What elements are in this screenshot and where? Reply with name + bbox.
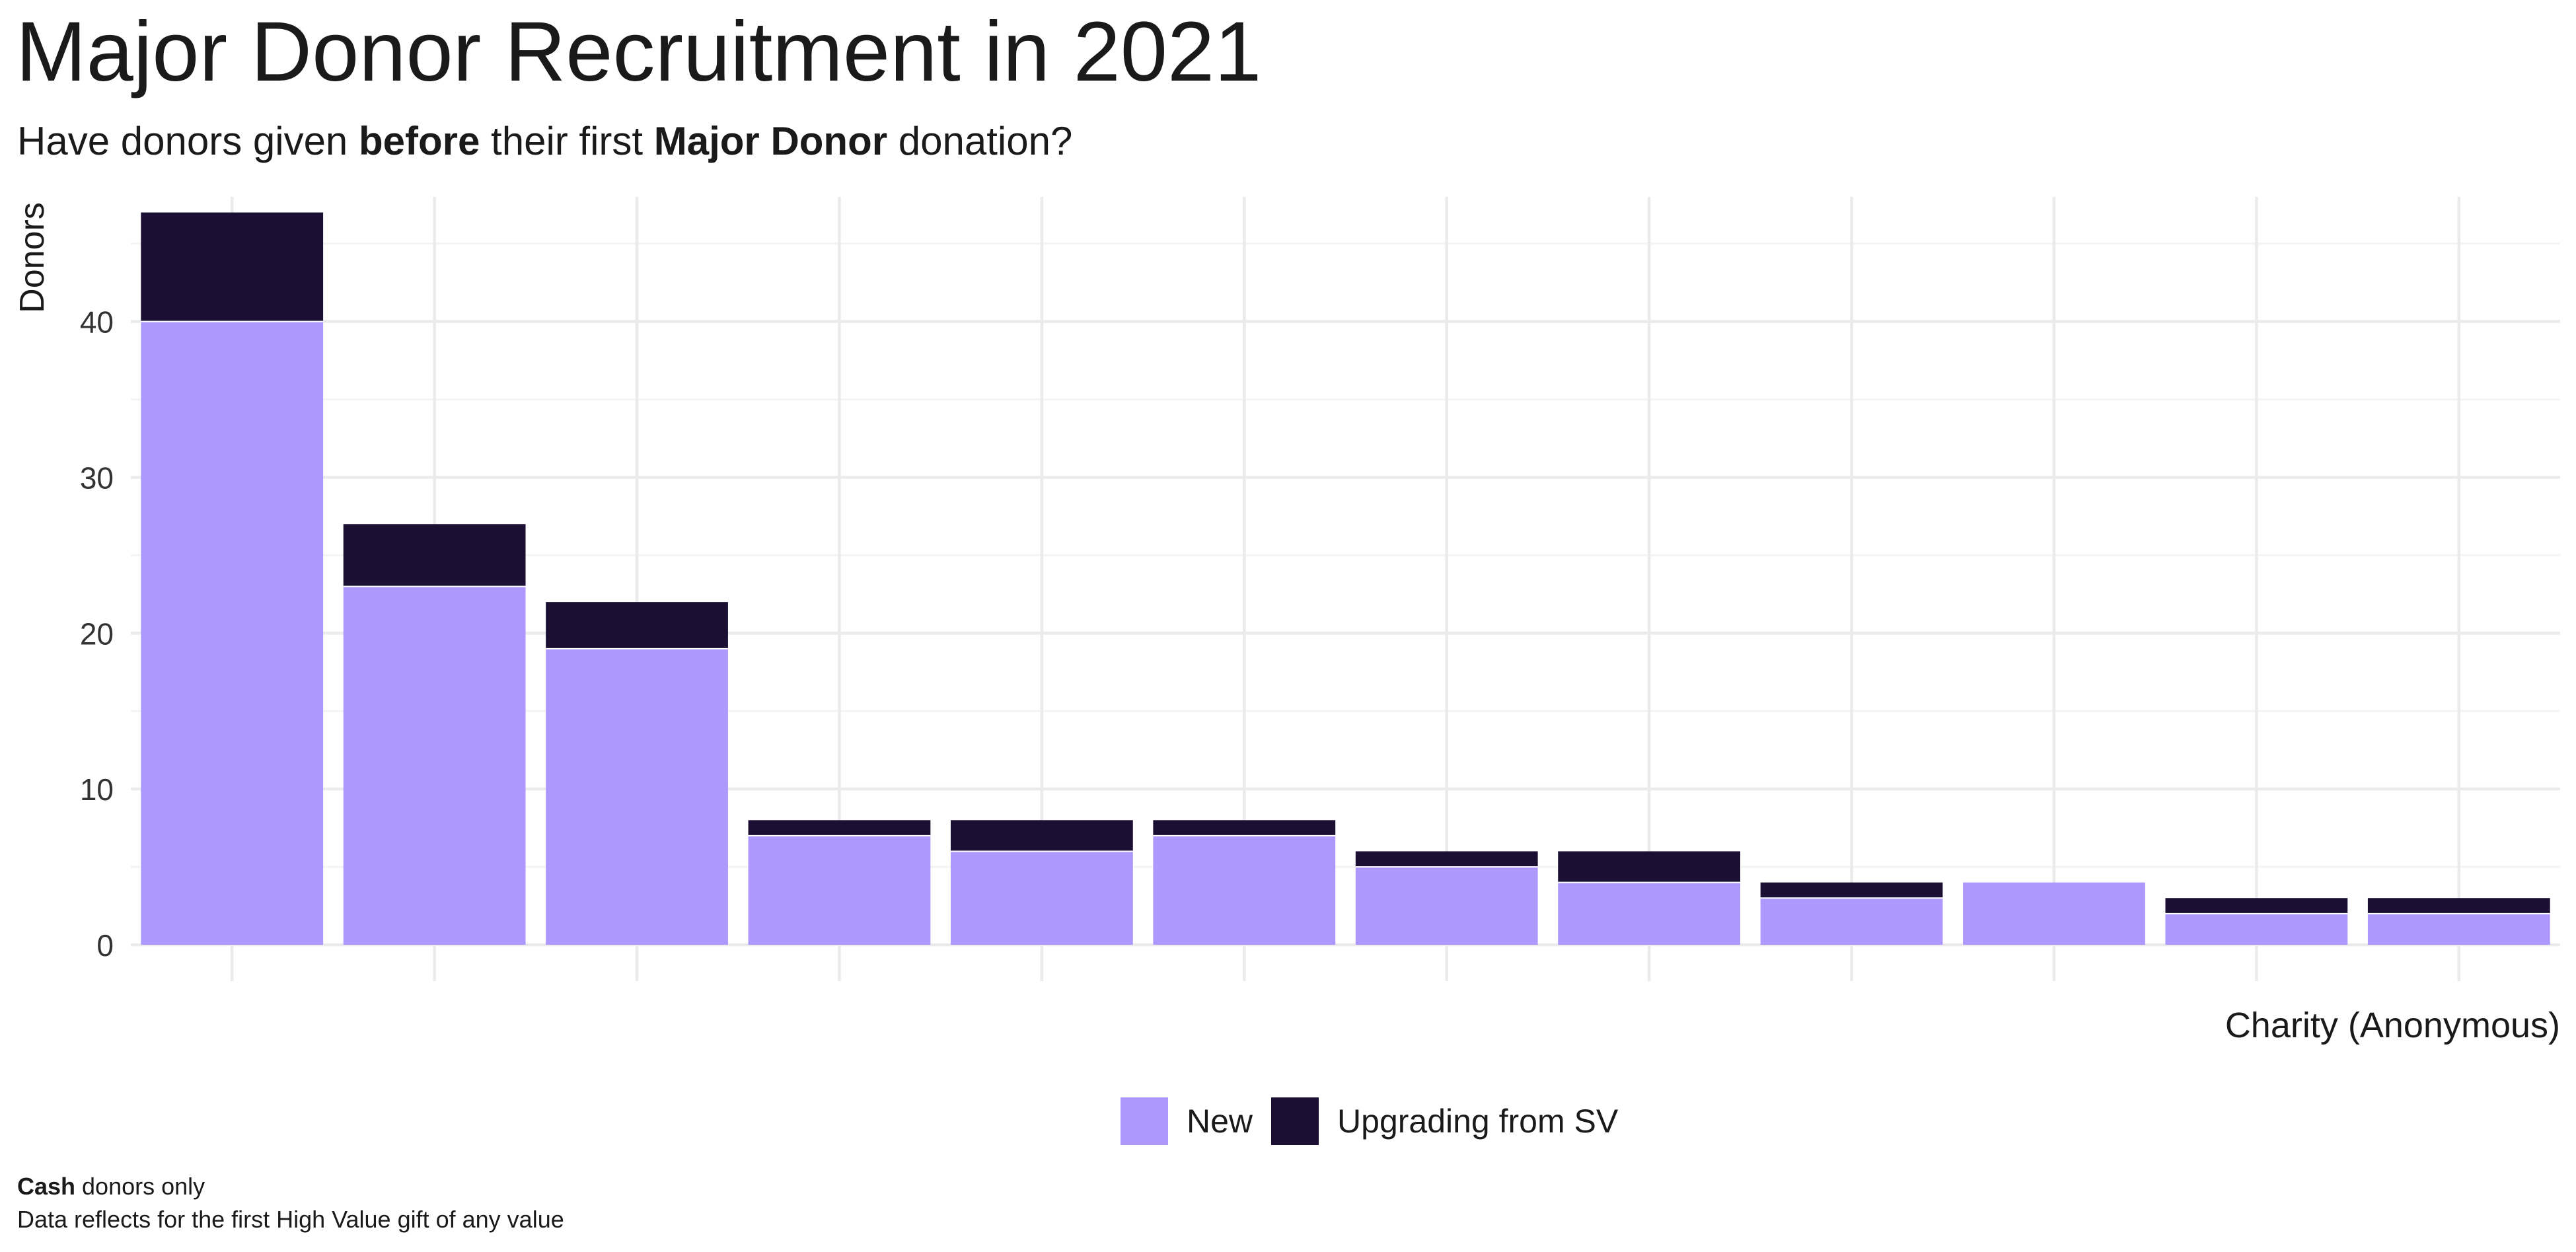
bar-new	[546, 648, 728, 945]
y-tick-label: 30	[80, 461, 114, 496]
bar-upgrading	[1355, 851, 1538, 867]
bar-upgrading	[343, 524, 526, 587]
bars-layer	[141, 212, 2550, 945]
y-tick-label: 0	[96, 928, 114, 963]
bar-upgrading	[1760, 882, 1943, 899]
subtitle-bold-major-donor: Major Donor	[653, 119, 888, 163]
y-tick-label: 10	[80, 772, 114, 807]
bar-upgrading	[2165, 898, 2348, 914]
bar-new	[2165, 913, 2348, 945]
legend-item-upgrading: Upgrading from SV	[1271, 1097, 1618, 1145]
bar-new	[1760, 898, 1943, 945]
bar-new	[1963, 882, 2145, 945]
bar-upgrading	[950, 820, 1133, 852]
bar-new	[2367, 913, 2550, 945]
caption-line-1: Cash donors only	[17, 1171, 205, 1202]
bar-new	[343, 586, 526, 945]
bar-new	[1558, 882, 1741, 945]
x-axis-title: Charity (Anonymous)	[2225, 1006, 2560, 1045]
subtitle-part3: donation?	[887, 119, 1073, 163]
bar-upgrading	[2367, 898, 2550, 914]
bar-new	[748, 835, 931, 945]
caption-line-1-rest: donors only	[75, 1173, 205, 1200]
subtitle-part1: Have donors given	[17, 119, 359, 163]
bar-chart: 0 10 20 30 40 Donors Charity (Anonymous)	[13, 197, 2560, 1045]
subtitle-part2: their first	[480, 119, 654, 163]
bar-upgrading	[141, 212, 324, 322]
subtitle-bold-before: before	[358, 119, 480, 163]
legend-label-new: New	[1187, 1103, 1253, 1140]
y-axis-title: Donors	[13, 202, 52, 313]
chart-subtitle: Have donors given before their first Maj…	[17, 114, 1072, 169]
axis-layer: 0 10 20 30 40 Donors Charity (Anonymous)	[13, 202, 2560, 1045]
legend-item-new: New	[1121, 1097, 1253, 1145]
bar-upgrading	[1153, 820, 1336, 836]
caption-bold-cash: Cash	[17, 1173, 76, 1200]
bar-new	[1153, 835, 1336, 945]
caption-line-2: Data reflects for the first High Value g…	[17, 1206, 564, 1233]
bar-upgrading	[1558, 851, 1741, 883]
y-tick-label: 40	[80, 305, 114, 340]
legend-swatch-new	[1121, 1097, 1168, 1145]
legend: New Upgrading from SV	[1121, 1097, 1637, 1145]
chart-title: Major Donor Recruitment in 2021	[16, 5, 1262, 99]
y-tick-label: 20	[80, 616, 114, 651]
bar-upgrading	[546, 602, 728, 649]
legend-label-upgrading: Upgrading from SV	[1337, 1103, 1619, 1140]
bar-upgrading	[748, 820, 931, 836]
bar-new	[950, 851, 1133, 945]
legend-swatch-upgrading	[1271, 1097, 1319, 1145]
bar-new	[141, 321, 324, 945]
bar-new	[1355, 867, 1538, 945]
